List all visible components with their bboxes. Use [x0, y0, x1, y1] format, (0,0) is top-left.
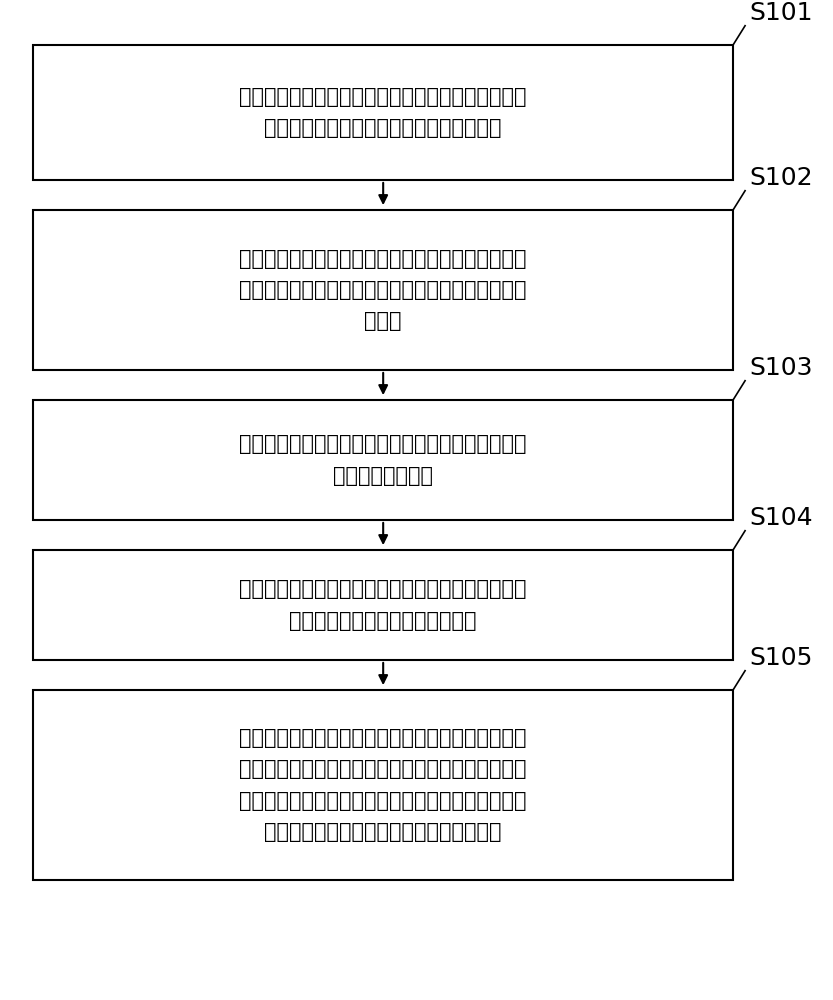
Text: 接收访问请求，所述访问请求中包括待执行的一级任
务，所述一级任务与热轧板材异构数据相关: 接收访问请求，所述访问请求中包括待执行的一级任 务，所述一级任务与热轧板材异构数…: [239, 87, 527, 138]
Text: S104: S104: [750, 506, 813, 530]
Text: 基于钢区和轧区的工序数据、多个三级任务、多个二
级任务、以及所述多个二级任务之间的预设逻辑关系
和时序关系，获得目标处理结果，并显示，所述目标
处理结果为与所述: 基于钢区和轧区的工序数据、多个三级任务、多个二 级任务、以及所述多个二级任务之间…: [239, 728, 527, 842]
Text: S103: S103: [750, 356, 813, 380]
FancyBboxPatch shape: [33, 45, 733, 180]
Text: 对每个二级任务进行分解，获得所述每个二级任务对
应的多个三级任务: 对每个二级任务进行分解，获得所述每个二级任务对 应的多个三级任务: [239, 434, 527, 486]
FancyBboxPatch shape: [33, 690, 733, 880]
Text: 基于所述一级任务，获取所述一级任务的多个二级任
务，以及所述多个二级任务之间的预设逻辑关系和时
序关系: 基于所述一级任务，获取所述一级任务的多个二级任 务，以及所述多个二级任务之间的预…: [239, 249, 527, 331]
Text: 从所述多种不同类型的数据库中获取与所述每个三级
任务相应的钢区和轧区的工序数据: 从所述多种不同类型的数据库中获取与所述每个三级 任务相应的钢区和轧区的工序数据: [239, 579, 527, 631]
FancyBboxPatch shape: [33, 550, 733, 660]
Text: S105: S105: [750, 646, 813, 670]
Text: S101: S101: [750, 1, 813, 25]
FancyBboxPatch shape: [33, 210, 733, 370]
FancyBboxPatch shape: [33, 400, 733, 520]
Text: S102: S102: [750, 166, 813, 190]
